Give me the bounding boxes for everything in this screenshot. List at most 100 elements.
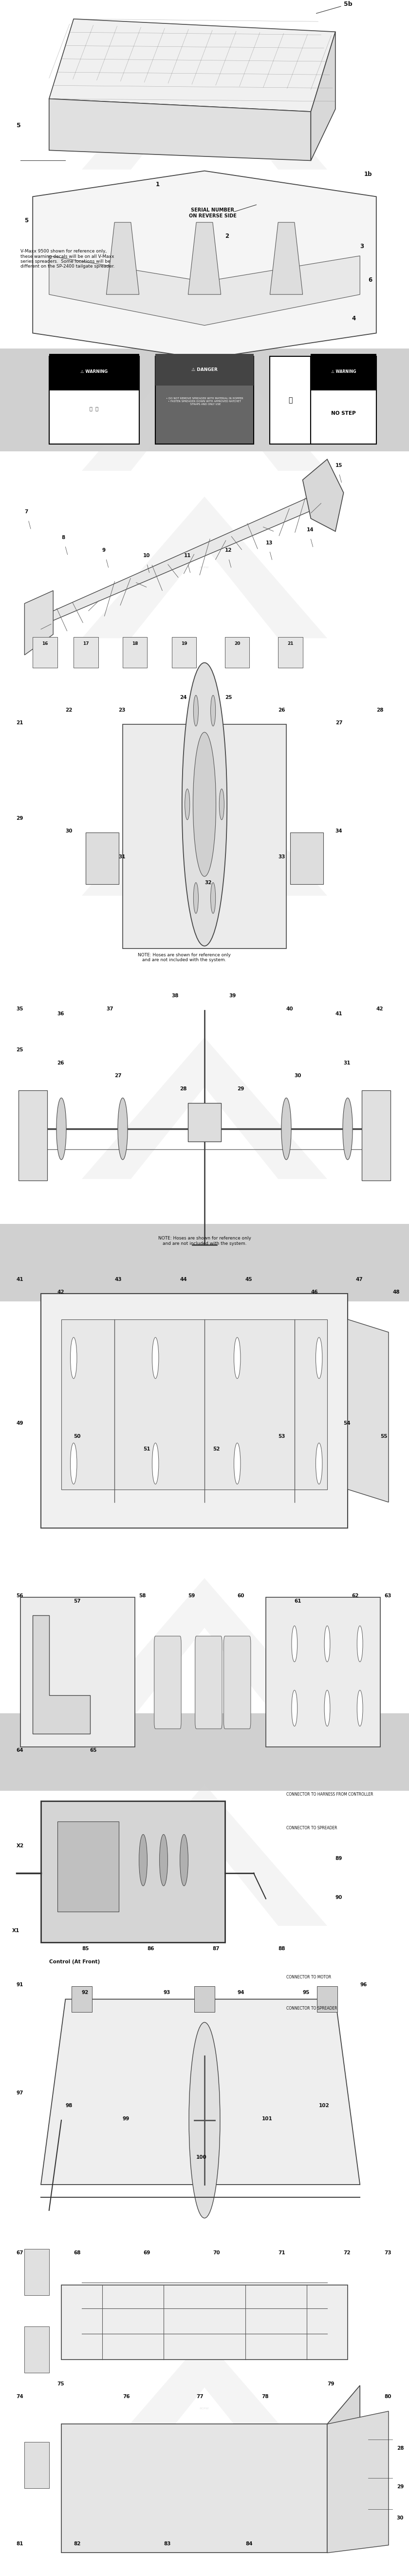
Text: 64: 64 (16, 1749, 23, 1752)
Text: 28: 28 (180, 1087, 187, 1092)
Circle shape (281, 1097, 291, 1159)
Text: 24: 24 (180, 696, 187, 701)
Text: 62: 62 (352, 1595, 359, 1600)
Text: 54: 54 (344, 1422, 351, 1427)
Text: Control (At Front): Control (At Front) (49, 1960, 100, 1963)
Text: 2: 2 (225, 232, 229, 240)
Text: 40: 40 (286, 1007, 293, 1012)
Text: 92: 92 (82, 1991, 89, 1994)
Circle shape (193, 696, 198, 726)
Text: 27: 27 (115, 1074, 121, 1079)
Text: 97: 97 (16, 2092, 23, 2094)
Circle shape (182, 662, 227, 945)
Text: 21: 21 (16, 721, 23, 726)
Polygon shape (49, 98, 311, 160)
Text: 83: 83 (164, 2540, 171, 2545)
Circle shape (189, 2022, 220, 2218)
Text: 85: 85 (82, 1947, 89, 1950)
Text: 29: 29 (16, 817, 23, 822)
Text: NOTE: Hoses are shown for reference only
and are not included with the system.: NOTE: Hoses are shown for reference only… (137, 953, 231, 963)
Polygon shape (327, 2411, 389, 2553)
Text: CONNECTOR TO MOTOR: CONNECTOR TO MOTOR (286, 1976, 331, 1978)
Text: 61: 61 (294, 1600, 301, 1605)
Text: 29: 29 (397, 2483, 404, 2488)
Polygon shape (188, 222, 221, 294)
Text: 50: 50 (74, 1435, 81, 1440)
Polygon shape (41, 1999, 360, 2184)
Text: 32: 32 (204, 881, 211, 886)
Polygon shape (82, 1038, 327, 1180)
Text: 89: 89 (335, 1857, 342, 1860)
FancyBboxPatch shape (18, 1090, 47, 1180)
Text: 44: 44 (180, 1278, 187, 1283)
Text: 69: 69 (143, 2251, 150, 2254)
Text: 25: 25 (16, 1048, 23, 1054)
Text: 86: 86 (147, 1947, 154, 1950)
Text: 90: 90 (335, 1896, 342, 1899)
FancyBboxPatch shape (41, 1801, 225, 1942)
Polygon shape (33, 492, 319, 629)
FancyBboxPatch shape (278, 636, 303, 667)
Text: 88: 88 (278, 1947, 285, 1950)
Text: 63: 63 (384, 1595, 391, 1600)
Text: 56: 56 (16, 1595, 23, 1600)
Polygon shape (82, 755, 327, 896)
FancyBboxPatch shape (154, 1636, 181, 1728)
Text: 3: 3 (360, 242, 364, 250)
Circle shape (160, 1834, 168, 1886)
FancyBboxPatch shape (33, 636, 57, 667)
Text: 49: 49 (16, 1422, 23, 1427)
Text: 84: 84 (245, 2540, 252, 2545)
Circle shape (152, 1337, 159, 1378)
Text: 77: 77 (196, 2396, 204, 2398)
Polygon shape (49, 18, 335, 111)
Polygon shape (82, 1579, 327, 1721)
Text: 26: 26 (57, 1061, 64, 1066)
Text: 42: 42 (57, 1291, 64, 1296)
FancyBboxPatch shape (362, 1090, 391, 1180)
Circle shape (219, 788, 224, 819)
Polygon shape (82, 2030, 327, 2172)
FancyBboxPatch shape (270, 355, 311, 443)
Circle shape (357, 1625, 363, 1662)
FancyBboxPatch shape (74, 636, 98, 667)
Polygon shape (82, 183, 327, 325)
Text: 🚶: 🚶 (288, 397, 292, 404)
Text: NO STEP: NO STEP (331, 410, 356, 415)
Text: 1: 1 (155, 180, 160, 188)
Circle shape (152, 1443, 159, 1484)
FancyBboxPatch shape (57, 1821, 119, 1911)
Text: 80: 80 (384, 2396, 391, 2398)
Text: 102: 102 (319, 2105, 330, 2107)
Circle shape (139, 1834, 147, 1886)
Polygon shape (303, 459, 344, 531)
FancyBboxPatch shape (317, 1986, 337, 2012)
Polygon shape (348, 1319, 389, 1502)
Circle shape (324, 1625, 330, 1662)
Text: 28: 28 (376, 708, 383, 714)
Text: 96: 96 (360, 1984, 367, 1986)
Polygon shape (270, 222, 303, 294)
Text: 30: 30 (397, 2514, 404, 2519)
Text: 82: 82 (74, 2540, 81, 2545)
FancyBboxPatch shape (224, 1636, 251, 1728)
Text: 52: 52 (213, 1448, 220, 1453)
Circle shape (56, 1097, 66, 1159)
Text: 31: 31 (119, 855, 126, 860)
Bar (0, 348, 409, 451)
Circle shape (324, 1690, 330, 1726)
Text: 12: 12 (225, 549, 232, 554)
Text: 9: 9 (102, 549, 106, 554)
Text: 59: 59 (188, 1595, 195, 1600)
Text: 68: 68 (74, 2251, 81, 2254)
Text: CONNECTOR TO SPREADER: CONNECTOR TO SPREADER (286, 2007, 337, 2009)
Text: ⚠ DANGER: ⚠ DANGER (191, 368, 218, 371)
Text: 🚗  🚗: 🚗 🚗 (90, 407, 99, 410)
Polygon shape (61, 2424, 327, 2553)
FancyBboxPatch shape (311, 353, 376, 389)
Circle shape (211, 884, 216, 914)
Polygon shape (82, 1321, 327, 1463)
Text: 101: 101 (262, 2117, 272, 2120)
Circle shape (70, 1443, 77, 1484)
Text: SERIAL NUMBER
ON REVERSE SIDE: SERIAL NUMBER ON REVERSE SIDE (189, 209, 236, 219)
